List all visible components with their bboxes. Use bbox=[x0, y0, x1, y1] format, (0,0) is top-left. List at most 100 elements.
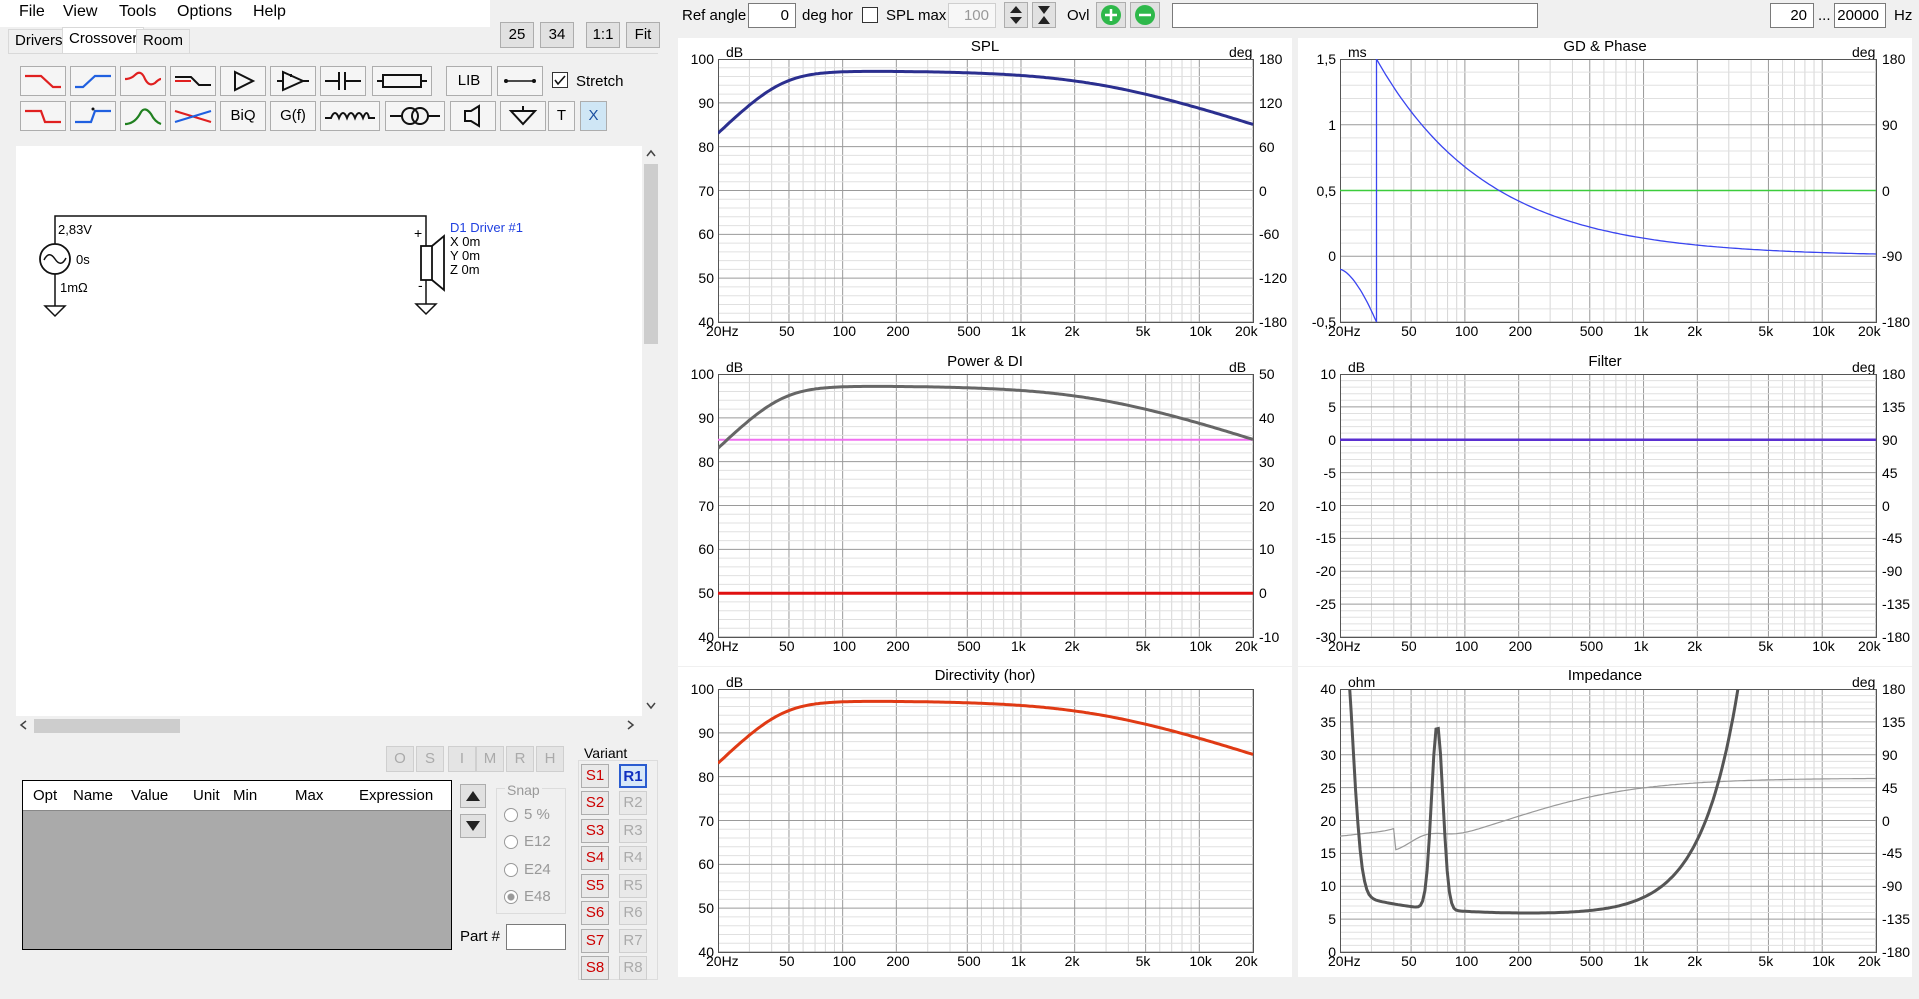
snap-5pct-radio[interactable]: 5 % bbox=[504, 806, 550, 823]
filter-panel[interactable]: Filter dB deg 10 5 0 -5 -10 -15 -20 -25 -30 180 135 90… bbox=[1298, 353, 1912, 666]
chevron-left-icon[interactable] bbox=[16, 718, 30, 732]
transformer-button[interactable] bbox=[385, 101, 445, 131]
schematic-hscrollbar[interactable] bbox=[16, 716, 642, 734]
opt-r-button[interactable]: R bbox=[506, 746, 534, 772]
variant-s5-button[interactable]: S5 bbox=[581, 874, 609, 898]
driver-name-label[interactable]: D1 Driver #1 bbox=[450, 220, 523, 235]
vscroll-thumb[interactable] bbox=[644, 164, 658, 344]
opt-o-button[interactable]: O bbox=[386, 746, 414, 772]
driver-button[interactable] bbox=[450, 101, 496, 131]
col-max[interactable]: Max bbox=[295, 787, 324, 804]
snap-e24-radio[interactable]: E24 bbox=[504, 861, 551, 878]
fit-button[interactable]: Fit bbox=[626, 22, 660, 48]
ref-angle-input[interactable]: 0 bbox=[748, 3, 796, 28]
variant-r1-button[interactable]: R1 bbox=[619, 764, 647, 788]
tab-crossover[interactable]: Crossover bbox=[62, 27, 145, 54]
opamp-button[interactable] bbox=[270, 66, 316, 96]
spl-fit-button[interactable] bbox=[1032, 2, 1056, 28]
chevron-down-icon[interactable] bbox=[644, 699, 658, 713]
biquad-button[interactable]: BiQ bbox=[220, 101, 266, 131]
freq-max-input[interactable]: 20000 bbox=[1834, 3, 1886, 28]
variant-s4-button[interactable]: S4 bbox=[581, 846, 609, 870]
snap-e12-radio[interactable]: E12 bbox=[504, 833, 551, 850]
variant-s3-button[interactable]: S3 bbox=[581, 819, 609, 843]
menu-file[interactable]: File bbox=[19, 3, 45, 20]
resistor-button[interactable] bbox=[372, 66, 432, 96]
imp-plot[interactable] bbox=[1340, 689, 1877, 953]
spl-panel[interactable]: SPL dB deg 100 90 80 70 60 50 40 180 120 60 0 -60 -120 -… bbox=[678, 38, 1292, 354]
power-plot[interactable] bbox=[718, 374, 1254, 638]
parts-table[interactable]: Opt Name Value Unit Min Max Expression bbox=[22, 780, 452, 950]
zoom-1-1-button[interactable]: 1:1 bbox=[586, 22, 620, 48]
library-button[interactable]: LIB bbox=[446, 66, 492, 96]
overlay-name-input[interactable] bbox=[1172, 3, 1538, 28]
lowpass-2-button[interactable] bbox=[20, 101, 66, 131]
part-number-input[interactable] bbox=[506, 924, 566, 950]
spl-max-input[interactable]: 100 bbox=[948, 3, 996, 28]
tab-room[interactable]: Room bbox=[136, 29, 191, 53]
menu-tools[interactable]: Tools bbox=[119, 3, 157, 20]
text-button[interactable]: T bbox=[548, 101, 575, 131]
schematic-canvas[interactable]: 2,83V 0s 1mΩ + - D1 Driver #1 X 0m Y 0m … bbox=[16, 146, 642, 716]
col-min[interactable]: Min bbox=[233, 787, 258, 804]
col-unit[interactable]: Unit bbox=[193, 787, 220, 804]
allpass-button[interactable] bbox=[170, 101, 216, 131]
chevron-right-icon[interactable] bbox=[624, 718, 638, 732]
variant-s6-button[interactable]: S6 bbox=[581, 901, 609, 925]
menu-help[interactable]: Help bbox=[253, 3, 286, 20]
speaker-body-icon[interactable] bbox=[420, 245, 433, 281]
size-34-button[interactable]: 34 bbox=[540, 22, 574, 48]
freq-min-input[interactable]: 20 bbox=[1770, 3, 1814, 28]
power-panel[interactable]: Power & DI dB dB 100 90 80 70 60 50 40 50 40 30 20 10 0… bbox=[678, 353, 1292, 666]
variant-r8-button[interactable]: R8 bbox=[619, 956, 647, 980]
dir-plot[interactable] bbox=[718, 689, 1254, 953]
col-opt[interactable]: Opt bbox=[33, 787, 58, 804]
buffer-button[interactable] bbox=[220, 66, 266, 96]
imp-panel[interactable]: Impedance ohm deg 40 35 30 25 20 15 10 5 0 180 135 90 4… bbox=[1298, 667, 1912, 977]
move-up-button[interactable] bbox=[460, 784, 486, 808]
gd-plot[interactable] bbox=[1340, 59, 1877, 323]
transfer-function-button[interactable]: G(f) bbox=[270, 101, 316, 131]
notch-filter-button[interactable] bbox=[120, 66, 166, 96]
spl-max-checkbox[interactable] bbox=[862, 7, 878, 23]
menu-options[interactable]: Options bbox=[177, 3, 233, 20]
ground-button[interactable] bbox=[500, 101, 546, 131]
shelf-filter-button[interactable] bbox=[170, 66, 216, 96]
snap-e48-radio[interactable]: E48 bbox=[504, 888, 551, 905]
col-expression[interactable]: Expression bbox=[359, 787, 434, 804]
filter-plot[interactable] bbox=[1340, 374, 1877, 638]
overlay-add-button[interactable] bbox=[1096, 2, 1126, 28]
variant-r2-button[interactable]: R2 bbox=[619, 791, 647, 815]
chevron-up-icon[interactable] bbox=[644, 146, 658, 160]
opt-s-button[interactable]: S bbox=[416, 746, 444, 772]
dir-panel[interactable]: Directivity (hor) dB 100 90 80 70 60 50 40 20Hz 50… bbox=[678, 667, 1292, 977]
inductor-button[interactable] bbox=[320, 101, 380, 131]
stretch-checkbox[interactable] bbox=[552, 72, 568, 88]
schematic-vscrollbar[interactable] bbox=[642, 146, 660, 716]
variant-r6-button[interactable]: R6 bbox=[619, 901, 647, 925]
capacitor-button[interactable] bbox=[320, 66, 366, 96]
variant-r5-button[interactable]: R5 bbox=[619, 874, 647, 898]
opt-h-button[interactable]: H bbox=[536, 746, 564, 772]
opt-m-button[interactable]: M bbox=[476, 746, 504, 772]
opt-i-button[interactable]: I bbox=[448, 746, 476, 772]
lowpass-filter-button[interactable] bbox=[20, 66, 66, 96]
variant-r3-button[interactable]: R3 bbox=[619, 819, 647, 843]
col-name[interactable]: Name bbox=[73, 787, 114, 804]
variant-s1-button[interactable]: S1 bbox=[581, 764, 609, 788]
variant-r7-button[interactable]: R7 bbox=[619, 929, 647, 953]
size-25-button[interactable]: 25 bbox=[500, 22, 534, 48]
menu-view[interactable]: View bbox=[63, 3, 98, 20]
col-value[interactable]: Value bbox=[131, 787, 169, 804]
highpass-filter-button[interactable] bbox=[70, 66, 116, 96]
spl-plot[interactable] bbox=[718, 59, 1254, 323]
hscroll-thumb[interactable] bbox=[34, 719, 180, 733]
gd-panel[interactable]: GD & Phase ms deg 1,5 1 0,5 0 -0,5 180 90 0 -90 -180… bbox=[1298, 38, 1912, 354]
overlay-remove-button[interactable] bbox=[1130, 2, 1160, 28]
highpass-2-button[interactable] bbox=[70, 101, 116, 131]
close-schematic-button[interactable]: X bbox=[580, 101, 607, 131]
bandpass-button[interactable] bbox=[120, 101, 166, 131]
variant-s2-button[interactable]: S2 bbox=[581, 791, 609, 815]
move-down-button[interactable] bbox=[460, 814, 486, 838]
variant-r4-button[interactable]: R4 bbox=[619, 846, 647, 870]
